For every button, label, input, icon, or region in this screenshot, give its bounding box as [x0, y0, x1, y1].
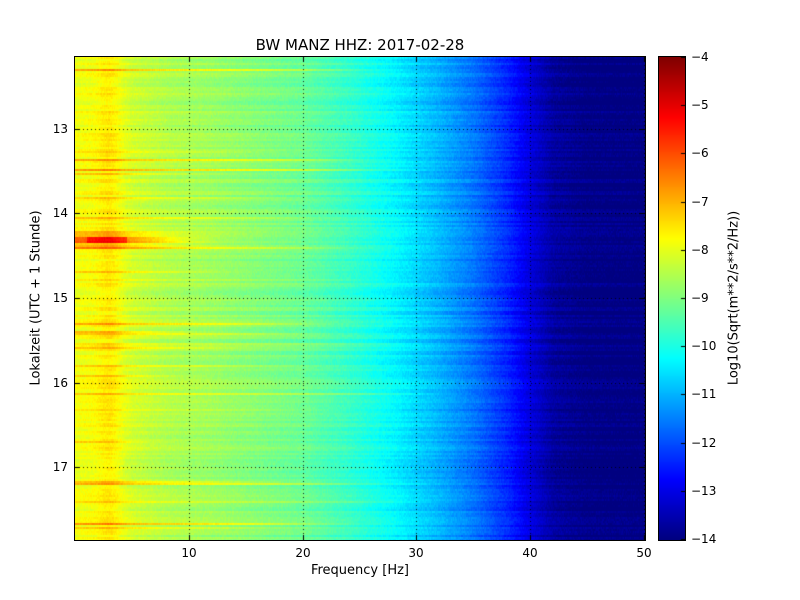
chart-title: BW MANZ HHZ: 2017-02-28 [255, 36, 465, 54]
x-axis-label: Frequency [Hz] [310, 563, 410, 578]
x-tick-label: 50 [636, 546, 652, 560]
colorbar-tick-label: −14 [691, 532, 717, 546]
y-tick-label: 14 [52, 206, 68, 220]
colorbar-tick-label: −9 [691, 291, 709, 305]
x-tick-label: 40 [522, 546, 538, 560]
colorbar-tick-label: −11 [691, 387, 717, 401]
x-tick-label: 10 [181, 546, 197, 560]
y-tick-label: 15 [52, 291, 68, 305]
spectrogram-heatmap [74, 56, 646, 541]
x-tick-label: 30 [408, 546, 424, 560]
colorbar-tick-label: −5 [691, 98, 709, 112]
x-tick-label: 20 [295, 546, 311, 560]
colorbar-tick-label: −10 [691, 339, 717, 353]
colorbar-tick-label: −8 [691, 243, 709, 257]
y-tick-label: 17 [52, 460, 68, 474]
colorbar-tick-label: −4 [691, 50, 709, 64]
colorbar-tick-label: −7 [691, 195, 709, 209]
y-tick-label: 16 [52, 376, 68, 390]
colorbar [658, 56, 686, 541]
colorbar-tick-label: −6 [691, 146, 709, 160]
y-tick-label: 13 [52, 122, 68, 136]
colorbar-tick-label: −12 [691, 436, 717, 450]
colorbar-tick-label: −13 [691, 484, 717, 498]
